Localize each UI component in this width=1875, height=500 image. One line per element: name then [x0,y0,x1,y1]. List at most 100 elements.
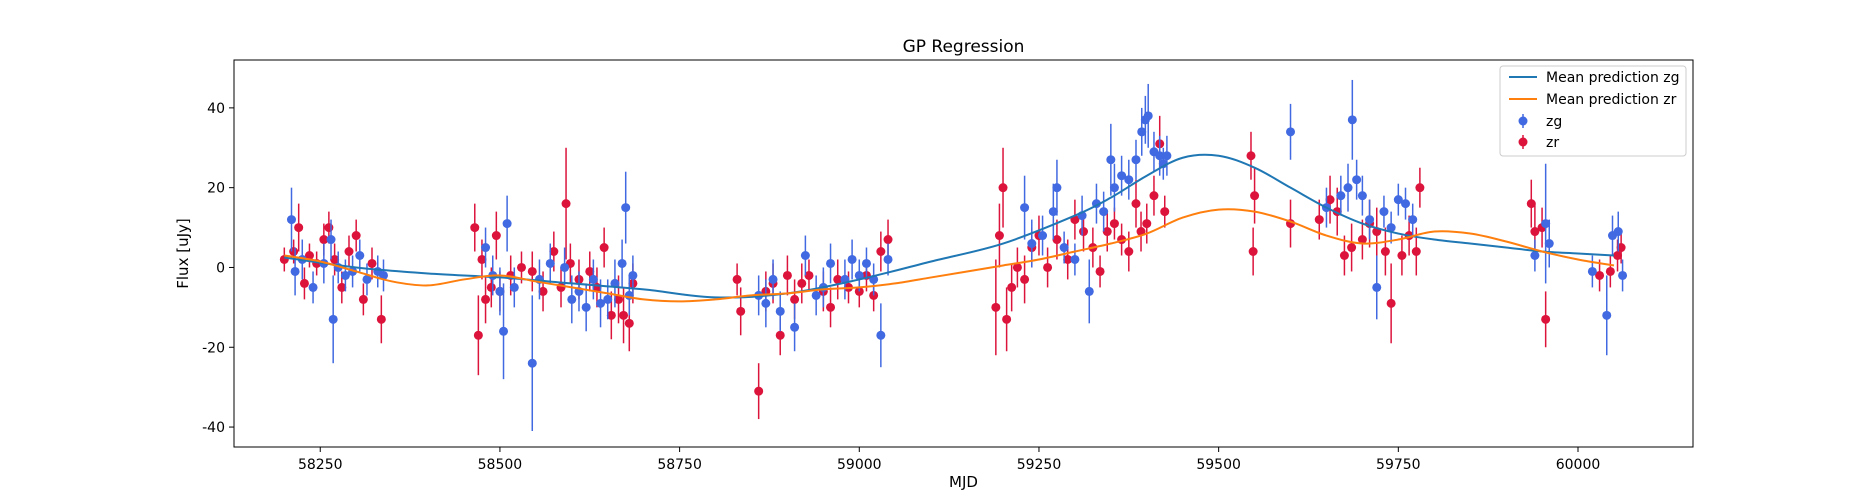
zr-point [279,247,289,272]
zr-marker [1415,183,1425,193]
x-axis-label: MJD [949,473,978,491]
zg-point [596,279,606,328]
zg-point [826,243,836,284]
zg-point [340,259,350,292]
y-axis: -40 -20 0 20 40 [202,101,234,436]
zg-marker [847,254,857,264]
zg-point [775,291,785,332]
y-tick-label: -20 [202,340,225,356]
zr-marker [289,247,299,257]
zr-marker [1314,215,1324,225]
legend-label-zr: zr [1546,135,1559,151]
mean-lines-layer [284,153,1615,303]
zr-point [1397,235,1407,276]
zr-point [1131,179,1141,228]
zg-point [1106,123,1116,196]
zr-point [1250,167,1260,224]
zr-point [299,267,309,300]
zg-marker [1038,231,1048,241]
zg-marker [883,254,893,264]
y-tick-label: -40 [202,420,225,436]
legend: Mean prediction zg Mean prediction zr zg… [1499,65,1687,157]
legend-label-mean-zr: Mean prediction zr [1546,92,1677,108]
zr-marker [470,223,480,233]
zr-marker [736,306,746,316]
zr-marker [994,231,1004,241]
zr-point [994,203,1004,268]
zr-marker [1043,262,1053,272]
zr-marker [1142,219,1152,229]
zg-marker [1155,151,1165,161]
zg-marker [1106,155,1116,165]
zr-point [473,295,483,376]
y-tick-label: 20 [207,181,225,197]
zr-point [527,251,537,292]
zr-point [1605,255,1615,288]
zg-point [286,187,296,252]
zr-point [481,275,491,324]
zg-point [499,283,509,380]
zr-point [1160,195,1170,228]
zr-point [736,287,746,336]
zr-point [833,259,843,300]
zr-marker [473,330,483,340]
zg-point [861,247,871,280]
zr-marker [299,278,309,288]
zg-marker [1587,266,1597,276]
zr-point [491,211,501,260]
zg-marker [1401,199,1411,209]
zg-point [847,239,857,280]
zg-marker [527,358,537,368]
zg-marker [1602,310,1612,320]
zg-point [1608,215,1618,256]
zg-marker [610,278,620,288]
zg-point [545,243,555,284]
zr-marker [330,254,340,264]
zg-point [502,195,512,252]
zr-point [1415,167,1425,208]
chart-title: GP Regression [903,37,1025,57]
zr-marker [1052,235,1062,245]
zg-marker [1124,175,1134,185]
zr-marker [358,294,368,304]
zg-point [1149,131,1159,172]
zg-point [1048,183,1058,240]
zg-marker [340,270,350,280]
zr-marker [797,278,807,288]
zg-marker [1099,207,1109,217]
zr-point [1339,235,1349,276]
zr-marker [1063,254,1073,264]
zg-point [1544,219,1554,268]
zr-marker [351,231,361,241]
zr-marker [1248,247,1258,257]
zg-point [800,235,810,276]
zr-point [998,147,1008,228]
zr-marker [606,310,616,320]
zg-point [1602,275,1612,356]
zr-marker [1002,314,1012,324]
x-tick-label: 59500 [1196,457,1241,473]
series-zr-layer [279,115,1626,420]
zr-marker [1250,191,1260,201]
zr-marker [1124,247,1134,257]
zr-marker [804,270,814,280]
zg-point [1357,175,1367,216]
y-axis-label: Flux [uJy] [174,218,192,288]
x-tick-label: 59750 [1376,457,1421,473]
zr-marker [1102,227,1112,237]
zr-point [1136,211,1146,252]
zr-marker [1246,151,1256,161]
zr-point [376,295,386,344]
zg-point [790,303,800,352]
zr-marker [1149,191,1159,201]
zg-marker [761,298,771,308]
zr-point [804,259,814,292]
zg-marker [1393,195,1403,205]
zr-marker [1397,250,1407,260]
zr-marker [1109,219,1119,229]
zr-point [1541,291,1551,348]
zg-point [1162,135,1172,176]
zr-marker [538,286,548,296]
zg-point [1530,239,1540,272]
